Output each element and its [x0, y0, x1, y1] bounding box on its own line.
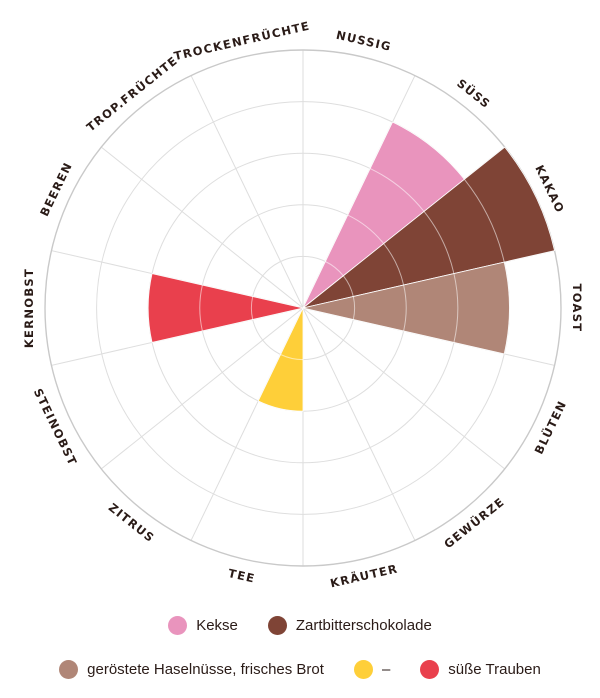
bar-3-7 [257, 307, 304, 412]
grid-spoke [100, 146, 304, 309]
category-label-12: TROP.FRÜCHTE [83, 52, 180, 134]
category-label-8: ZITRUS [106, 500, 158, 545]
legend-item-suesse-trauben: süße Trauben [420, 660, 541, 679]
legend-label-zartbitterschokolade: Zartbitterschokolade [295, 617, 432, 634]
bar-ring-line [250, 296, 254, 320]
category-label-7: TEE [227, 566, 257, 586]
category-label-3: TOAST [570, 284, 584, 333]
category-label-5: GEWÜRZE [441, 494, 508, 552]
grid-spoke [302, 307, 416, 541]
legend-item-haselnuesse: geröstete Haselnüsse, frisches Brot [59, 660, 324, 679]
legend-item-dash: – [353, 660, 391, 679]
category-label-6: KRÄUTER [329, 560, 400, 590]
legend-swatch-dash [353, 660, 373, 679]
legend-label-kekse: Kekse [196, 617, 238, 634]
bar-ring-line [199, 284, 203, 332]
grid-spoke [190, 75, 304, 309]
bar-ring-line [383, 243, 405, 286]
legend-item-zartbitterschokolade: Zartbitterschokolade [267, 616, 432, 635]
legend-swatch-haselnuesse [59, 660, 79, 679]
bar-1-2 [302, 146, 556, 309]
category-label-13: TROCKENFRÜCHTE [172, 18, 311, 64]
bar-ring-line [347, 214, 385, 244]
bar-4-10 [147, 273, 304, 343]
legend-item-kekse: Kekse [168, 616, 238, 635]
bar-ring-line [352, 296, 356, 320]
bar-ring-line [280, 354, 304, 361]
legend-swatch-zartbitterschokolade [267, 616, 287, 635]
category-label-9: STEINOBST [31, 386, 80, 468]
category-label-4: BLÜTEN [531, 398, 570, 457]
flavor-wheel: NUSSIGSÜSSKAKAOTOASTBLÜTENGEWÜRZEKRÄUTER… [22, 18, 584, 591]
bar-ring-line [369, 168, 425, 212]
legend-label-haselnuesse: geröstete Haselnüsse, frisches Brot [87, 661, 324, 678]
category-label-11: BEEREN [37, 160, 75, 219]
legend-label-suesse-trauben: süße Trauben [448, 661, 541, 678]
category-label-1: SÜSS [454, 75, 494, 111]
bar-ring-line [463, 178, 505, 263]
bar-ring-line [423, 211, 455, 274]
category-label-0: NUSSIG [335, 28, 393, 54]
legend-row-2: geröstete Haselnüsse, frisches Brot – sü… [0, 660, 600, 679]
grid-ring [44, 49, 562, 567]
grid-spoke [100, 307, 304, 470]
legend-swatch-suesse-trauben [420, 660, 440, 679]
legend-label-dash: – [381, 661, 391, 678]
legend-swatch-kekse [168, 616, 188, 635]
bars [147, 121, 556, 412]
bar-ring-line [453, 273, 459, 343]
grid-spoke [302, 307, 506, 470]
bar-ring-line [403, 284, 407, 332]
legend-row-1: Kekse Zartbitterschokolade [0, 616, 600, 635]
category-label-10: KERNOBST [22, 268, 36, 348]
